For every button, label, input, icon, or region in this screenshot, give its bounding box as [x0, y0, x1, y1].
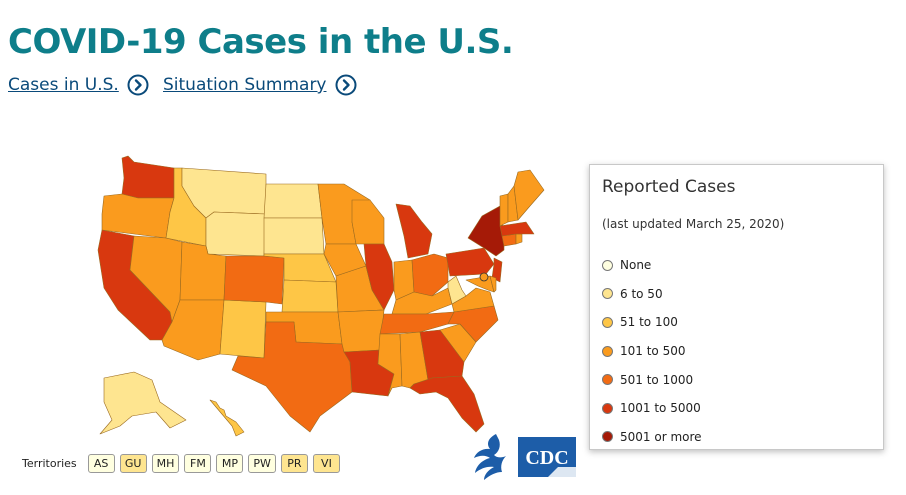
state-ks[interactable] [281, 279, 339, 313]
chevron-right-circle-icon [335, 74, 356, 96]
legend-item: 101 to 500 [602, 337, 702, 366]
territory-pw-button[interactable]: PW [248, 454, 276, 473]
legend-swatch [602, 431, 613, 443]
legend-title: Reported Cases [602, 177, 736, 197]
territory-pr-button[interactable]: PR [280, 454, 308, 473]
legend-swatch [602, 288, 613, 300]
legend-item: 5001 or more [602, 423, 702, 452]
legend-label: 5001 or more [620, 429, 702, 444]
legend-list: None 6 to 50 51 to 100 101 to 500 501 to 100… [602, 251, 702, 451]
page-title: COVID-19 Cases in the U.S. [8, 22, 514, 62]
cases-in-us-link[interactable]: Cases in U.S. [8, 74, 149, 96]
legend-swatch [602, 402, 613, 414]
state-wi[interactable] [351, 199, 385, 245]
state-wy[interactable] [205, 211, 267, 257]
territories-bar: Territories AS GU MH FM MP PW PR VI [22, 454, 340, 473]
cdc-logo-text: CDC [525, 447, 568, 469]
legend-item: None [602, 251, 702, 280]
situation-summary-label: Situation Summary [163, 75, 327, 95]
legend-label: 6 to 50 [620, 286, 663, 301]
territory-mh-button[interactable]: MH [151, 454, 180, 473]
logos: CDC [466, 432, 576, 482]
legend-item: 1001 to 5000 [602, 394, 702, 423]
state-vt[interactable] [499, 193, 509, 227]
legend-label: 51 to 100 [620, 315, 678, 330]
situation-summary-link[interactable]: Situation Summary [163, 74, 357, 96]
legend-panel: Reported Cases (last updated March 25, 2… [589, 164, 884, 450]
legend-swatch [602, 259, 613, 271]
state-wv[interactable] [447, 275, 467, 305]
territory-vi-button[interactable]: VI [312, 454, 340, 473]
legend-label: 101 to 500 [620, 344, 686, 359]
state-fl[interactable] [409, 375, 485, 433]
territories-label: Territories [22, 457, 77, 470]
territory-fm-button[interactable]: FM [184, 454, 212, 473]
legend-label: None [620, 258, 652, 273]
legend-item: 501 to 1000 [602, 365, 702, 394]
cases-in-us-label: Cases in U.S. [8, 75, 119, 95]
state-ar[interactable] [337, 309, 385, 353]
state-hi[interactable] [209, 399, 245, 437]
state-tx[interactable] [231, 321, 353, 433]
state-ri[interactable] [515, 233, 523, 245]
state-sd[interactable] [263, 217, 325, 255]
territory-gu-button[interactable]: GU [119, 454, 147, 473]
legend-item: 6 to 50 [602, 280, 702, 309]
state-dc[interactable] [479, 272, 489, 282]
legend-label: 501 to 1000 [620, 372, 694, 387]
state-co[interactable] [223, 255, 285, 305]
legend-swatch [602, 316, 613, 328]
state-mi[interactable] [395, 203, 433, 259]
state-oh[interactable] [411, 253, 449, 297]
state-il[interactable] [363, 243, 395, 311]
state-ak[interactable] [99, 371, 187, 435]
us-cases-map [97, 155, 545, 437]
legend-label: 1001 to 5000 [620, 401, 701, 416]
territory-as-button[interactable]: AS [87, 454, 115, 473]
state-ma[interactable] [499, 221, 535, 237]
legend-item: 51 to 100 [602, 308, 702, 337]
state-or[interactable] [101, 193, 175, 239]
chevron-right-circle-icon [127, 74, 149, 96]
state-nd[interactable] [263, 183, 323, 219]
legend-updated-date: (last updated March 25, 2020) [602, 217, 785, 231]
state-pa[interactable] [445, 247, 495, 277]
cdc-logo-icon: CDC [518, 437, 576, 477]
state-wa[interactable] [121, 155, 175, 199]
state-me[interactable] [513, 169, 545, 221]
hhs-eagle-logo-icon [474, 434, 506, 480]
legend-swatch [602, 374, 613, 386]
legend-swatch [602, 345, 613, 357]
state-nm[interactable] [219, 299, 267, 359]
state-ny[interactable] [467, 205, 505, 257]
state-de[interactable] [489, 275, 497, 293]
territory-mp-button[interactable]: MP [216, 454, 244, 473]
